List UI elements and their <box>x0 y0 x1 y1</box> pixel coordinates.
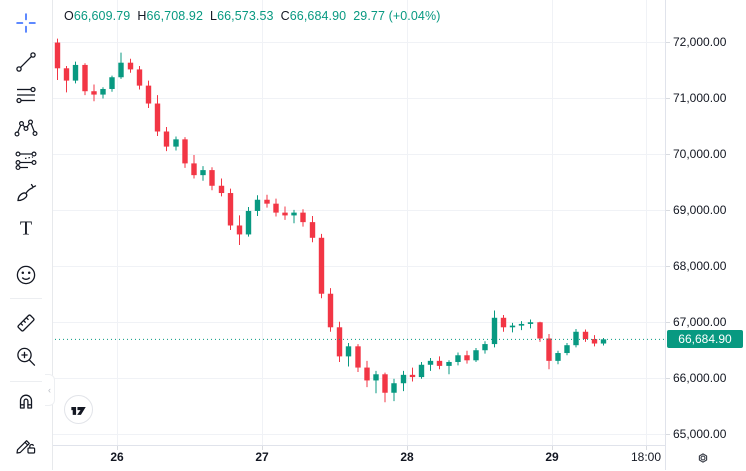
y-axis-tick-label: 65,000.00 <box>673 426 727 441</box>
ohlc-legend: O66,609.79 H66,708.92 L66,573.53 C66,684.90… <box>64 9 440 23</box>
high-value: 66,708.92 <box>146 9 203 23</box>
y-axis-tickmark <box>666 322 670 323</box>
x-axis-tick-label: 28 <box>400 450 414 464</box>
close-value: 66,684.90 <box>289 9 347 23</box>
y-axis-tickmark <box>666 154 670 155</box>
xabcd-pattern-button[interactable] <box>11 113 41 143</box>
x-axis-tick-label: 27 <box>255 450 269 464</box>
x-axis-tickmark <box>552 446 553 450</box>
y-axis-tick-label: 69,000.00 <box>673 202 727 217</box>
y-axis-tick-label: 66,000.00 <box>673 370 727 385</box>
measure-tool-button[interactable] <box>11 308 41 338</box>
price-axis[interactable]: 66,684.90 72,000.00 71,000.00 70,000.00 69,… <box>665 0 746 470</box>
close-label: C <box>280 9 290 23</box>
y-axis-tick-label: 68,000.00 <box>673 258 727 273</box>
y-axis-tickmark <box>666 434 670 435</box>
magnet-mode-button[interactable] <box>11 388 41 418</box>
toolbar-separator <box>10 381 42 382</box>
y-axis-tickmark <box>666 266 670 267</box>
prediction-tool-button[interactable] <box>11 144 41 174</box>
text-icon: T <box>20 218 32 240</box>
last-price-label: 66,684.90 <box>667 330 743 348</box>
magnifier-plus-icon <box>17 347 36 366</box>
zoom-in-button[interactable] <box>11 342 41 372</box>
drawing-lock-button[interactable] <box>11 429 41 459</box>
drawing-toolbar: T <box>0 0 53 470</box>
tradingview-logo[interactable] <box>64 395 93 424</box>
pencil-lock-icon <box>16 440 36 454</box>
y-axis-tick-label: 72,000.00 <box>673 35 727 49</box>
y-axis-tickmark <box>666 378 670 379</box>
x-axis-tick-label: 29 <box>545 450 559 464</box>
crosshair-icon <box>16 13 36 33</box>
y-axis-tickmark <box>666 42 670 43</box>
svg-text:T: T <box>20 218 32 240</box>
tradingview-logo-icon <box>71 406 86 415</box>
y-axis-tick-label: 67,000.00 <box>673 314 727 329</box>
smiley-icon <box>16 265 36 285</box>
magnet-icon <box>19 394 33 409</box>
forecast-icon <box>15 151 37 171</box>
brush-tool-button[interactable] <box>11 178 41 208</box>
x-axis-tickmark <box>262 446 263 450</box>
toolbar-separator <box>10 298 42 299</box>
text-tool-button[interactable]: T <box>11 213 41 243</box>
y-axis-tickmark <box>666 98 670 99</box>
y-axis-tickmark <box>666 210 670 211</box>
gear-icon <box>698 453 708 463</box>
ruler-icon <box>17 314 35 332</box>
emoji-tool-button[interactable] <box>11 260 41 290</box>
low-label: L <box>210 9 218 23</box>
trend-line-button[interactable] <box>11 47 41 77</box>
y-axis-tick-label: 70,000.00 <box>673 146 727 161</box>
high-label: H <box>137 9 147 23</box>
brush-icon <box>17 183 37 202</box>
trend-line-icon <box>16 52 36 72</box>
change-value: 29.77 (+0.04%) <box>353 9 441 23</box>
axis-settings-button[interactable] <box>692 447 714 469</box>
horizontal-lines-icon <box>16 86 36 104</box>
fib-lines-button[interactable] <box>11 80 41 110</box>
toolbar-collapse-handle[interactable]: ‹ <box>45 374 55 406</box>
x-axis-tickmark <box>407 446 408 450</box>
open-label: O <box>64 9 74 23</box>
y-axis-tick-label: 71,000.00 <box>673 90 727 105</box>
crosshair-tool-button[interactable] <box>11 8 41 38</box>
x-axis-tick-label: 26 <box>110 450 124 464</box>
x-axis-tickmark <box>646 446 647 450</box>
x-axis-tickmark <box>117 446 118 450</box>
time-axis[interactable]: 26 27 28 29 18:00 <box>52 445 746 471</box>
low-value: 66,573.53 <box>217 9 274 23</box>
x-axis-tick-label: 18:00 <box>630 450 662 464</box>
pattern-icon <box>14 119 38 137</box>
open-value: 66,609.79 <box>73 9 131 23</box>
